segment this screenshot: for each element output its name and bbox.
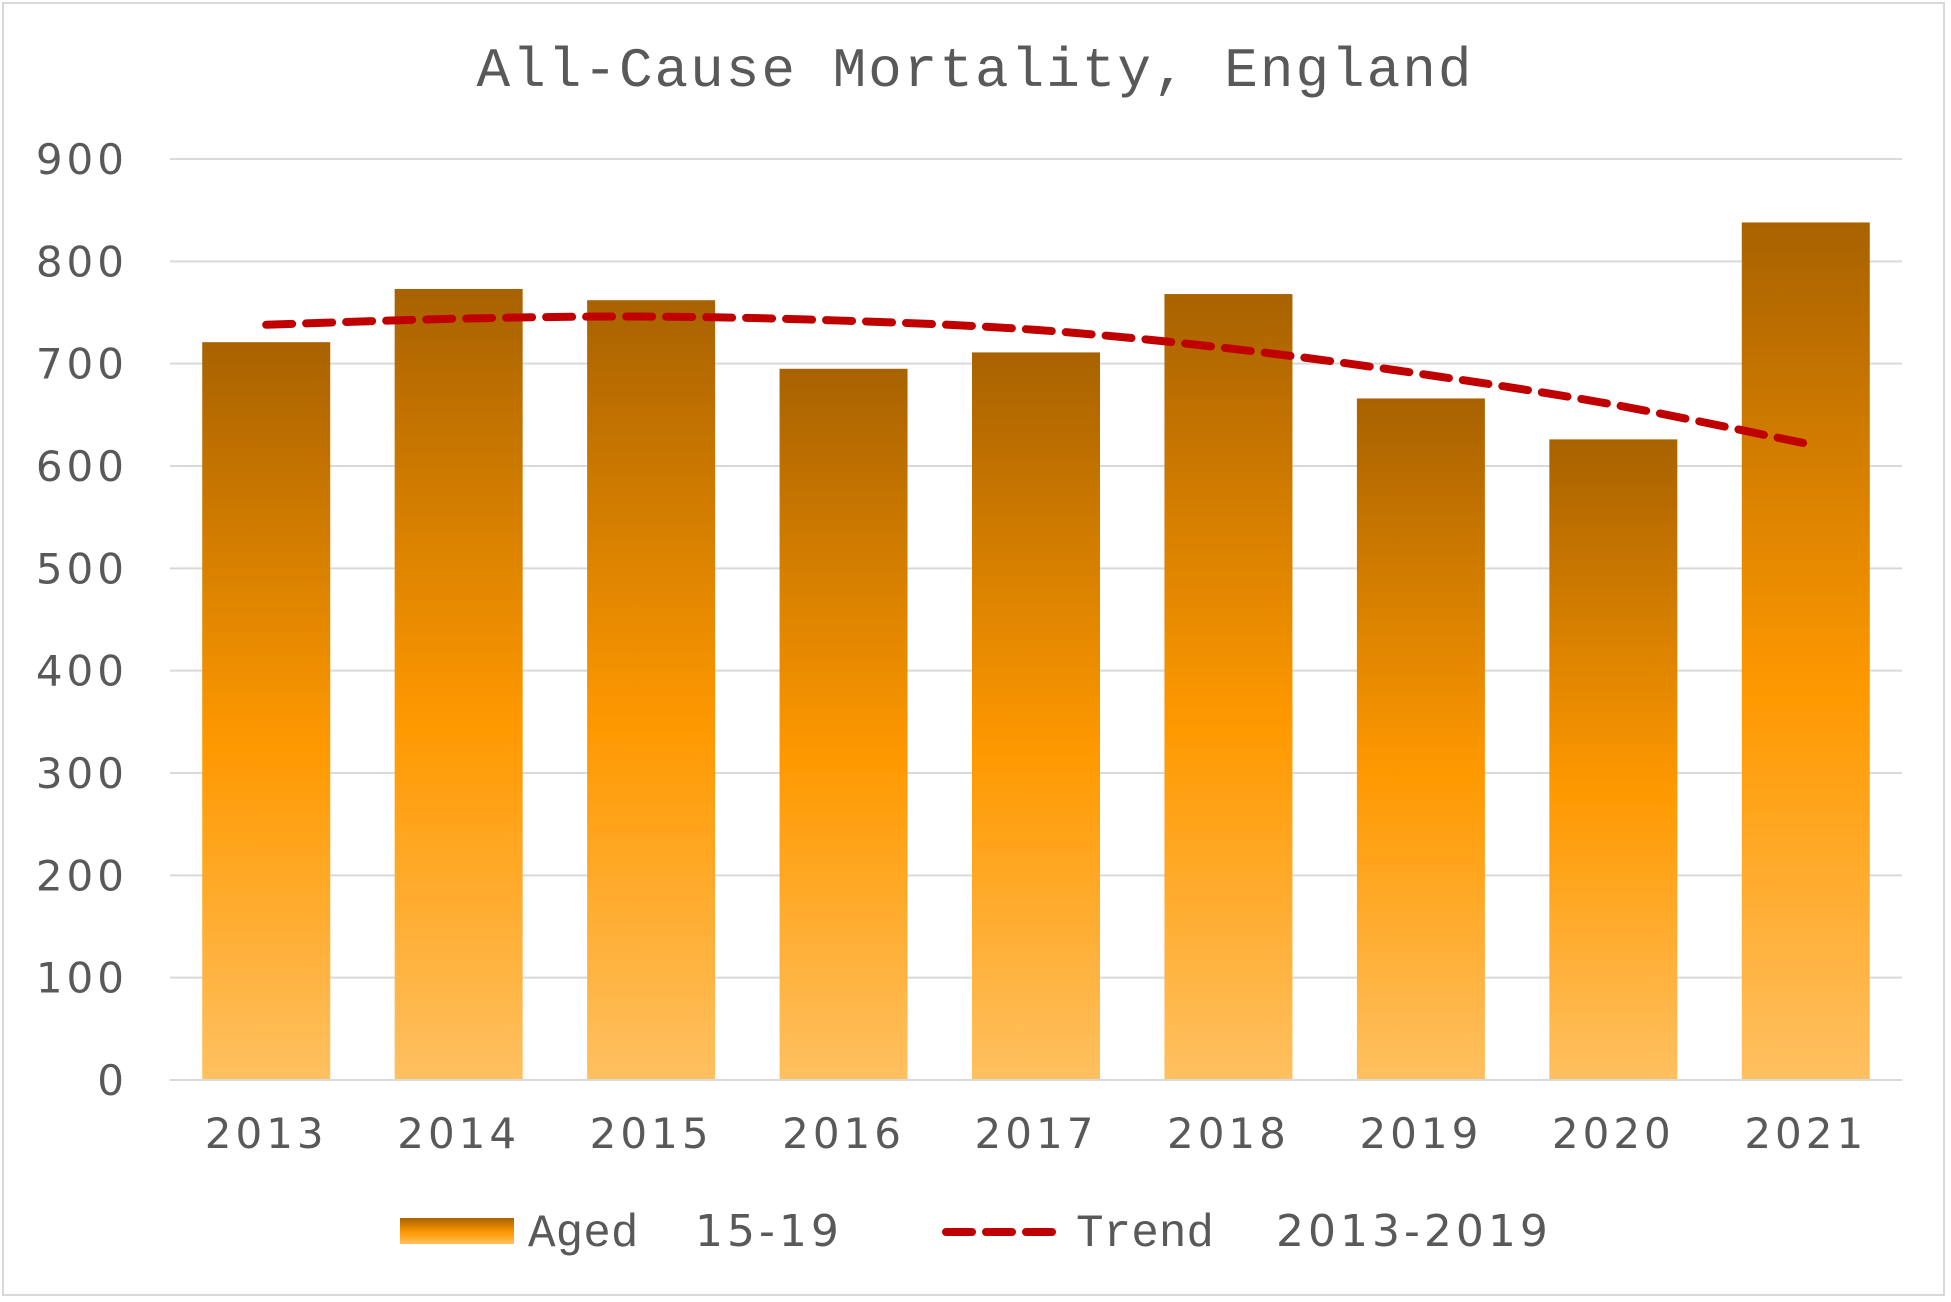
legend: Aged 15-19 Trend 2013-2019	[400, 1206, 1552, 1260]
bar	[972, 352, 1100, 1080]
legend-bar-suffix: 15-19	[695, 1206, 843, 1257]
y-tick-label: 500	[36, 544, 128, 593]
x-tick-label: 2018	[1167, 1109, 1290, 1158]
y-axis-ticks: 0 100 200 300 400 500 600 700 800 900	[36, 135, 128, 1105]
bar	[1741, 222, 1870, 1081]
bar-series	[202, 222, 1870, 1081]
x-axis-ticks: 2013 2014 2015 2016 2017 2018 2019 2020 2021	[205, 1109, 1867, 1158]
x-tick-label: 2016	[782, 1109, 905, 1158]
trend-line	[262, 312, 1810, 448]
y-tick-label: 100	[36, 954, 128, 1003]
bar	[202, 342, 331, 1081]
bar	[1356, 398, 1485, 1081]
y-tick-label: 0	[97, 1056, 128, 1105]
bar	[779, 368, 908, 1080]
y-tick-label: 200	[36, 851, 128, 900]
x-tick-label: 2014	[397, 1109, 520, 1158]
bar	[1549, 439, 1678, 1081]
y-tick-label: 800	[36, 237, 128, 286]
legend-trend-suffix: 2013-2019	[1276, 1206, 1552, 1257]
y-tick-label: 300	[36, 749, 128, 798]
bar	[1164, 294, 1293, 1081]
x-tick-label: 2015	[590, 1109, 713, 1158]
chart-title: All-Cause Mortality, England	[477, 39, 1474, 103]
legend-bar-prefix: Aged	[528, 1208, 638, 1260]
bar	[587, 300, 716, 1081]
y-tick-label: 700	[36, 340, 128, 389]
x-tick-label: 2013	[205, 1109, 328, 1158]
x-tick-label: 2017	[975, 1109, 1098, 1158]
legend-trend-prefix: Trend	[1076, 1208, 1214, 1260]
bar	[394, 288, 523, 1080]
y-tick-label: 900	[36, 135, 128, 184]
x-tick-label: 2021	[1744, 1109, 1867, 1158]
y-tick-label: 400	[36, 647, 128, 696]
x-tick-label: 2019	[1359, 1109, 1482, 1158]
legend-bar-swatch	[400, 1218, 514, 1244]
x-tick-label: 2020	[1552, 1109, 1675, 1158]
y-tick-label: 600	[36, 442, 128, 491]
